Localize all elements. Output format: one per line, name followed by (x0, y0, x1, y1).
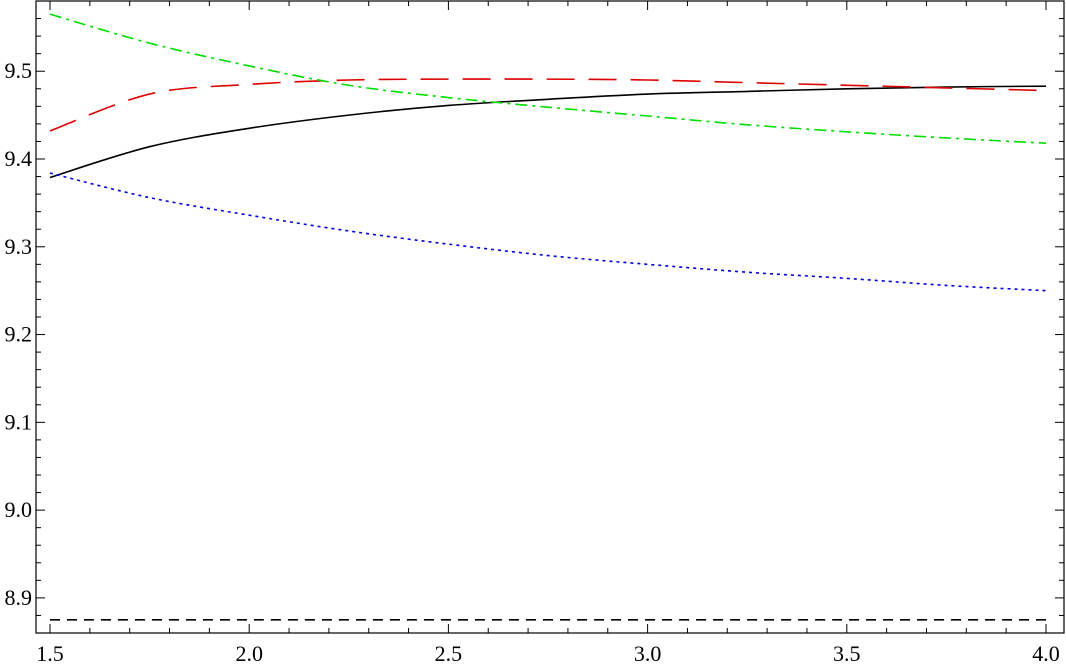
x-tick-label: 1.5 (36, 641, 64, 666)
plot-frame (35, 0, 1065, 634)
y-tick-label: 9.3 (5, 234, 33, 259)
x-tick-label: 3.0 (634, 641, 662, 666)
x-tick-label: 4.0 (1032, 641, 1060, 666)
series-line-solid (49, 85, 1047, 179)
series-line-long-dash (49, 78, 1047, 132)
axis-tick-labels: 1.5 2.0 2.5 3.0 3.5 4.0 8.9 9.0 9.1 9.2 … (5, 58, 1060, 666)
x-tick-label: 3.5 (833, 641, 861, 666)
axis-ticks (36, 0, 1064, 634)
x-tick-label: 2.5 (435, 641, 463, 666)
y-tick-label: 9.1 (5, 409, 33, 434)
x-tick-label: 2.0 (235, 641, 263, 666)
series-line-dotted (49, 172, 1047, 292)
y-tick-label: 9.5 (5, 58, 33, 83)
series-line-dash-dot (49, 13, 1047, 144)
y-tick-label: 9.4 (5, 146, 33, 171)
y-tick-label: 9.0 (5, 497, 33, 522)
y-tick-label: 9.2 (5, 322, 33, 347)
y-tick-label: 8.9 (5, 585, 33, 610)
series-layer (49, 13, 1047, 621)
